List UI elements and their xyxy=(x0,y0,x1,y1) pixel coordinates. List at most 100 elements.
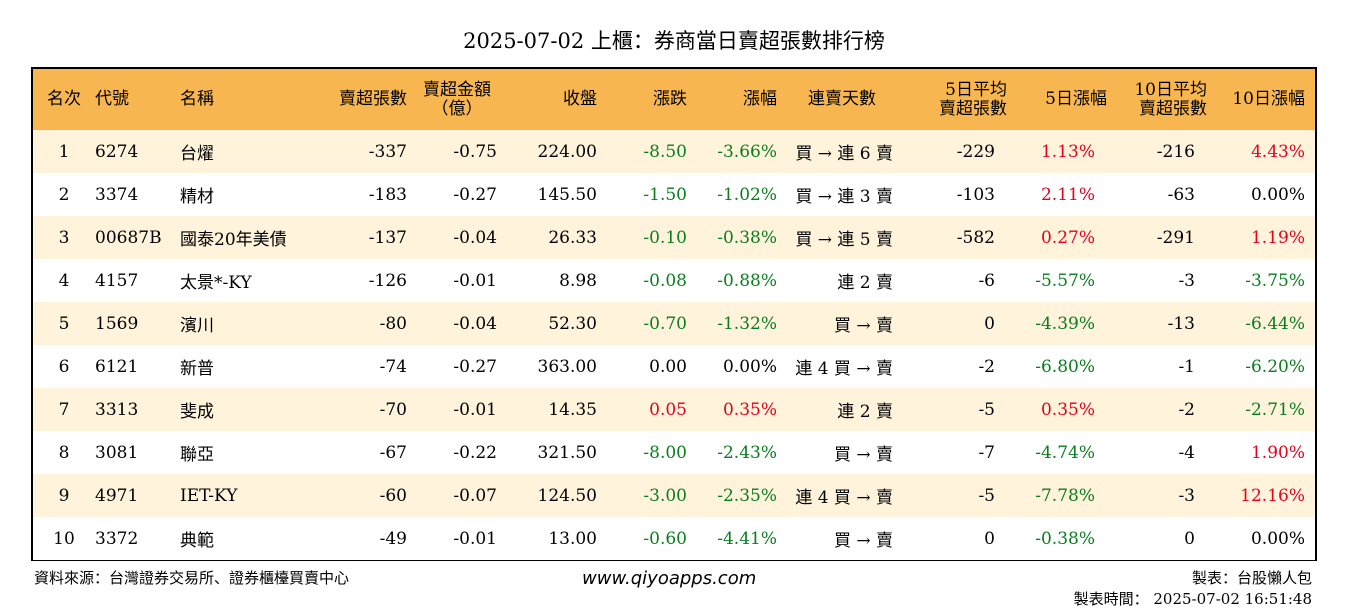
cell-change: -1.50 xyxy=(643,184,687,205)
cell-rank: 4 xyxy=(58,270,70,291)
cell-rank: 2 xyxy=(58,184,70,205)
cell-rank: 8 xyxy=(58,442,70,463)
cell-chg10: -3.75% xyxy=(1245,270,1305,291)
cell-change: 0.00 xyxy=(649,356,687,377)
cell-streak: 買 → 賣 xyxy=(833,316,893,336)
header-sell-amount: 賣超金額 （億） xyxy=(407,69,507,130)
table-row: 2 3374 精材 -183 -0.27 145.50 -1.50 -1.02% 買 → 連 3… xyxy=(33,173,1315,216)
cell-sell-lots: -126 xyxy=(368,270,407,291)
ranking-table: 名次 代號 名稱 賣超張數 賣超金額 （億） 收盤 漲跌 漲幅 連賣天數 5日平… xyxy=(33,69,1315,560)
cell-chg10: 0.00% xyxy=(1250,528,1305,549)
header-avg5-line1: 5日平均 xyxy=(945,79,1007,100)
cell-close: 13.00 xyxy=(548,528,597,549)
cell-avg5: -2 xyxy=(978,356,995,377)
cell-change: -0.60 xyxy=(643,528,687,549)
header-avg5-line2: 賣超張數 xyxy=(939,98,1007,119)
cell-code: 3372 xyxy=(95,528,139,549)
cell-chg10: 0.00% xyxy=(1250,184,1305,205)
cell-chg5: 2.11% xyxy=(1040,184,1095,205)
cell-change-pct: 0.00% xyxy=(722,356,777,377)
cell-code: 1569 xyxy=(95,313,139,334)
cell-avg5: 0 xyxy=(984,313,995,334)
cell-code: 3081 xyxy=(95,442,139,463)
table-time: 製表時間： 2025-07-02 16:51:48 xyxy=(1073,590,1312,608)
cell-rank: 10 xyxy=(53,528,75,549)
cell-chg5: -6.80% xyxy=(1035,356,1095,377)
cell-sell-lots: -74 xyxy=(379,356,407,377)
header-streak: 連賣天數 xyxy=(808,89,876,109)
header-chg5: 5日漲幅 xyxy=(1045,89,1107,109)
header-rank: 名次 xyxy=(47,89,81,109)
cell-chg5: -7.78% xyxy=(1035,485,1095,506)
cell-sell-lots: -67 xyxy=(379,442,407,463)
cell-change-pct: -2.35% xyxy=(717,485,777,506)
cell-avg5: -229 xyxy=(956,141,995,162)
header-avg10-line2: 賣超張數 xyxy=(1139,98,1207,119)
cell-change-pct: -1.02% xyxy=(717,184,777,205)
header-avg10-line1: 10日平均 xyxy=(1134,79,1207,100)
cell-name: 濱川 xyxy=(180,316,214,336)
cell-sell-amount: -0.27 xyxy=(453,356,497,377)
cell-rank: 7 xyxy=(58,399,70,420)
header-sell-lots: 賣超張數 xyxy=(339,89,407,109)
cell-sell-lots: -183 xyxy=(368,184,407,205)
cell-chg5: -4.74% xyxy=(1035,442,1095,463)
cell-streak: 連 4 買 → 賣 xyxy=(795,359,893,379)
cell-rank: 3 xyxy=(58,227,70,248)
cell-sell-amount: -0.01 xyxy=(453,399,497,420)
cell-sell-amount: -0.04 xyxy=(453,227,497,248)
table-maker: 製表：台股懶人包 xyxy=(1191,569,1312,587)
cell-change: -8.00 xyxy=(643,442,687,463)
cell-avg10: -4 xyxy=(1178,442,1195,463)
cell-sell-amount: -0.22 xyxy=(453,442,497,463)
cell-avg5: -582 xyxy=(956,227,995,248)
cell-change-pct: 0.35% xyxy=(722,399,777,420)
cell-change: 0.05 xyxy=(649,399,687,420)
header-sell-amount-line2: （億） xyxy=(431,98,483,119)
table-row: 4 4157 太景*-KY -126 -0.01 8.98 -0.08 -0.88% 連 2 賣… xyxy=(33,259,1315,302)
cell-chg10: -2.71% xyxy=(1245,399,1305,420)
cell-rank: 6 xyxy=(58,356,70,377)
cell-avg5: 0 xyxy=(984,528,995,549)
cell-name: 新普 xyxy=(180,359,214,379)
header-avg10: 10日平均 賣超張數 xyxy=(1107,69,1207,130)
cell-avg10: -1 xyxy=(1178,356,1195,377)
table-row: 9 4971 IET-KY -60 -0.07 124.50 -3.00 -2.35% 連 4 … xyxy=(33,474,1315,517)
cell-avg10: 0 xyxy=(1184,528,1195,549)
cell-close: 321.50 xyxy=(537,442,597,463)
table-row: 7 3313 斐成 -70 -0.01 14.35 0.05 0.35% 連 2 賣 -5 0.35… xyxy=(33,388,1315,431)
cell-close: 363.00 xyxy=(537,356,597,377)
cell-chg5: 1.13% xyxy=(1040,141,1095,162)
cell-close: 26.33 xyxy=(548,227,597,248)
cell-code: 00687B xyxy=(95,227,162,248)
cell-sell-lots: -70 xyxy=(379,399,407,420)
cell-avg10: -3 xyxy=(1178,270,1195,291)
cell-sell-amount: -0.01 xyxy=(453,528,497,549)
cell-code: 4971 xyxy=(95,485,139,506)
cell-avg5: -7 xyxy=(978,442,995,463)
table-body: 1 6274 台燿 -337 -0.75 224.00 -8.50 -3.66% 買 → 連 6… xyxy=(33,130,1315,560)
cell-chg5: -4.39% xyxy=(1035,313,1095,334)
data-source: 資料來源：台灣證券交易所、證券櫃檯買賣中心 xyxy=(34,569,350,587)
cell-sell-amount: -0.07 xyxy=(453,485,497,506)
website-link[interactable]: www.qiyoapps.com xyxy=(582,568,757,589)
cell-change: -8.50 xyxy=(643,141,687,162)
header-change-pct: 漲幅 xyxy=(743,89,777,109)
cell-change: -0.10 xyxy=(643,227,687,248)
cell-rank: 1 xyxy=(58,141,70,162)
cell-rank: 9 xyxy=(58,485,70,506)
cell-sell-lots: -80 xyxy=(379,313,407,334)
cell-close: 224.00 xyxy=(537,141,597,162)
cell-streak: 連 2 賣 xyxy=(837,273,893,293)
cell-chg5: 0.35% xyxy=(1040,399,1095,420)
cell-avg10: -13 xyxy=(1167,313,1195,334)
cell-chg10: 4.43% xyxy=(1250,141,1305,162)
cell-streak: 連 4 買 → 賣 xyxy=(795,488,893,508)
cell-change-pct: -0.38% xyxy=(717,227,777,248)
cell-sell-amount: -0.04 xyxy=(453,313,497,334)
cell-sell-lots: -137 xyxy=(368,227,407,248)
cell-chg5: 0.27% xyxy=(1040,227,1095,248)
cell-avg10: -216 xyxy=(1156,141,1195,162)
cell-rank: 5 xyxy=(58,313,70,334)
header-avg5: 5日平均 賣超張數 xyxy=(907,69,1007,130)
